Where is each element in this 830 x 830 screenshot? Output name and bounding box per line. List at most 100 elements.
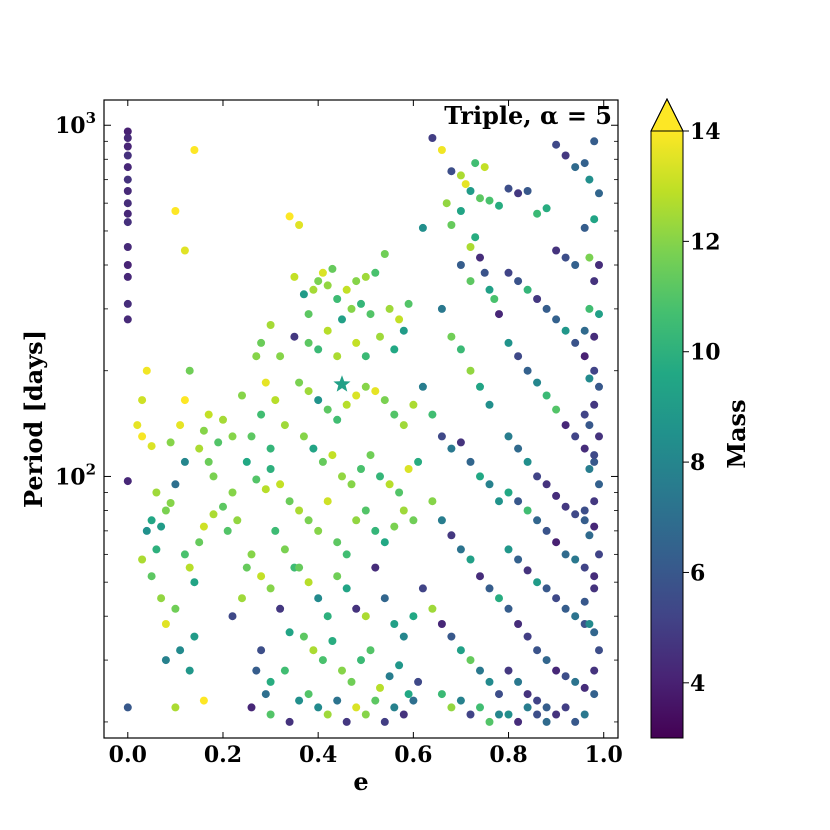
- scatter-point: [504, 604, 513, 613]
- scatter-point: [157, 522, 166, 531]
- scatter-point: [414, 677, 423, 686]
- scatter-point: [166, 438, 175, 447]
- scatter-point: [180, 550, 189, 559]
- scatter-point: [314, 277, 323, 286]
- scatter-point: [514, 497, 523, 506]
- scatter-point: [395, 488, 404, 497]
- scatter-point: [476, 194, 484, 203]
- scatter-point: [495, 201, 503, 210]
- scatter-point: [561, 151, 570, 160]
- scatter-point: [514, 189, 523, 198]
- scatter-point: [138, 555, 147, 564]
- scatter-point: [209, 472, 218, 481]
- scatter-point: [418, 382, 427, 391]
- scatter-point: [314, 703, 323, 712]
- scatter-point: [266, 465, 275, 473]
- scatter-point: [138, 432, 147, 441]
- scatter-point: [590, 572, 599, 581]
- scatter-point: [380, 538, 389, 547]
- scatter-point: [580, 597, 589, 606]
- scatter-point: [466, 555, 475, 564]
- scatter-point: [295, 696, 304, 705]
- scatter-point: [466, 656, 475, 665]
- scatter-point: [552, 710, 561, 719]
- scatter-point: [561, 672, 570, 681]
- scatter-point: [380, 250, 389, 258]
- scatter-point: [199, 522, 208, 531]
- scatter-point: [123, 142, 132, 151]
- scatter-point: [395, 315, 404, 324]
- scatter-point: [357, 299, 365, 308]
- scatter-point: [342, 584, 351, 593]
- colorbar-label: Mass: [722, 399, 751, 468]
- scatter-point: [209, 510, 218, 519]
- scatter-point: [366, 310, 375, 319]
- scatter-point: [152, 545, 161, 554]
- scatter-point: [390, 345, 399, 354]
- scatter-point: [366, 451, 375, 460]
- scatter-point: [123, 127, 132, 136]
- scatter-point: [437, 516, 446, 525]
- scatter-point: [228, 612, 237, 621]
- scatter-point: [204, 410, 213, 419]
- scatter-point: [171, 703, 180, 712]
- scatter-point: [238, 391, 246, 400]
- colorbar-outline: [650, 97, 684, 739]
- scatter-point: [399, 710, 408, 719]
- scatter-point: [495, 594, 503, 603]
- scatter-point: [580, 444, 589, 453]
- scatter-point: [176, 421, 185, 430]
- scatter-point: [595, 550, 603, 559]
- x-axis-label: e: [353, 767, 368, 796]
- scatter-point: [580, 326, 589, 335]
- scatter-point: [328, 637, 337, 645]
- highlight-star-layer: [333, 375, 351, 392]
- scatter-point: [371, 696, 380, 705]
- scatter-point: [480, 268, 489, 277]
- scatter-point: [123, 175, 132, 184]
- scatter-point: [561, 604, 570, 613]
- scatter-point: [595, 382, 603, 391]
- scatter-point: [504, 488, 513, 497]
- scatter-point: [261, 485, 270, 494]
- scatter-point: [585, 620, 594, 628]
- scatter-point: [504, 710, 513, 719]
- scatter-point: [447, 703, 456, 712]
- scatter-point: [347, 480, 356, 489]
- scatter-point: [561, 703, 570, 712]
- scatter-point: [533, 710, 542, 719]
- scatter-point: [571, 555, 580, 564]
- scatter-point: [466, 457, 475, 466]
- scatter-point: [571, 261, 580, 269]
- scatter-point: [328, 451, 337, 460]
- scatter-point: [580, 563, 589, 572]
- scatter-point: [418, 223, 427, 232]
- scatter-point: [585, 374, 594, 383]
- scatter-point: [485, 196, 494, 205]
- scatter-point: [123, 477, 132, 486]
- y-axis-label: Period [days]: [19, 330, 48, 508]
- scatter-point: [295, 378, 304, 387]
- scatter-point: [523, 566, 532, 575]
- scatter-point: [123, 163, 132, 172]
- scatter-point: [233, 516, 242, 525]
- scatter-point: [590, 628, 599, 637]
- scatter-point: [171, 207, 180, 215]
- scatter-point: [495, 690, 503, 699]
- scatter-point: [361, 272, 370, 281]
- scatter-point: [285, 717, 294, 726]
- scatter-point: [580, 683, 589, 692]
- scatter-points: [123, 127, 603, 726]
- scatter-point: [595, 189, 603, 198]
- scatter-point: [504, 545, 513, 554]
- scatter-point: [523, 690, 532, 699]
- scatter-point: [533, 578, 542, 587]
- scatter-point: [147, 442, 156, 451]
- scatter-point: [590, 366, 599, 375]
- scatter-point: [161, 656, 170, 665]
- scatter-point: [123, 134, 132, 142]
- scatter-point: [161, 506, 170, 515]
- scatter-point: [323, 612, 332, 621]
- scatter-point: [342, 400, 351, 409]
- scatter-point: [180, 396, 189, 405]
